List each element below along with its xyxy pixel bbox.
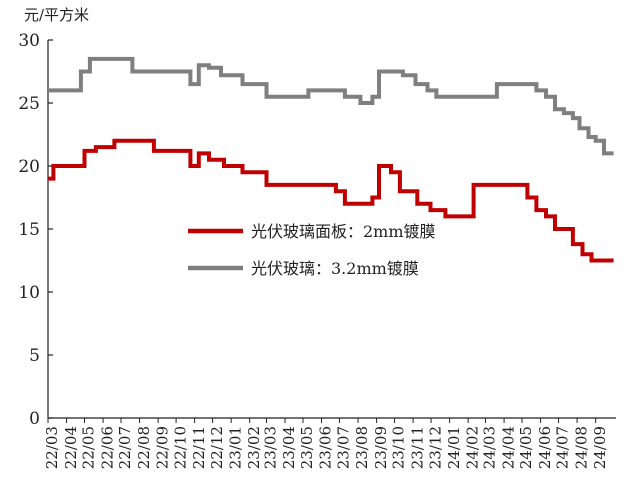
x-tick-label: 23/05 [298, 426, 316, 469]
x-tick-label: 23/02 [245, 426, 263, 469]
y-tick-label: 5 [29, 346, 40, 366]
x-tick-label: 24/02 [463, 426, 481, 469]
x-tick-label: 22/06 [98, 426, 116, 469]
y-tick-label: 20 [18, 157, 40, 177]
x-tick-label: 24/08 [572, 426, 590, 469]
x-tick-label: 23/11 [408, 426, 426, 469]
x-tick-label: 22/11 [190, 426, 208, 469]
series-line-0 [48, 138, 614, 263]
x-tick-label: 24/05 [517, 426, 535, 469]
x-tick-label: 23/10 [390, 426, 408, 469]
x-tick-label: 23/01 [226, 426, 244, 469]
series-line-1 [48, 56, 614, 156]
y-tick-label: 15 [18, 220, 40, 240]
x-tick-label: 22/08 [135, 426, 153, 469]
x-tick-label: 24/03 [481, 426, 499, 469]
x-tick-label: 23/04 [280, 426, 298, 469]
y-tick-label: 10 [18, 283, 40, 303]
x-tick-label: 24/01 [445, 426, 463, 469]
legend-label-1: 光伏玻璃：3.2mm镀膜 [251, 259, 419, 278]
x-tick-label: 22/09 [153, 426, 171, 469]
series-layer [48, 56, 614, 263]
x-tick-label: 24/06 [536, 426, 554, 469]
x-tick-label: 23/08 [353, 426, 371, 469]
x-tick-label: 22/07 [116, 426, 134, 469]
legend-label-0: 光伏玻璃面板：2mm镀膜 [251, 222, 436, 241]
x-tick-label: 23/03 [262, 426, 280, 469]
y-tick-label: 0 [29, 409, 40, 429]
x-tick-label: 22/10 [171, 426, 189, 469]
x-tick-label: 22/05 [80, 426, 98, 469]
x-tick-label: 22/04 [62, 426, 80, 469]
y-tick-label: 30 [18, 31, 40, 51]
x-tick-label: 23/09 [372, 426, 390, 469]
x-tick-label: 23/06 [317, 426, 335, 469]
x-tick-label: 23/12 [426, 426, 444, 469]
x-tick-label: 22/12 [208, 426, 226, 469]
x-tick-label: 24/04 [499, 426, 517, 469]
x-tick-label: 22/03 [43, 426, 61, 469]
y-axis: 0 5 10 15 20 25 30 [18, 31, 53, 429]
y-tick-label: 25 [18, 94, 40, 114]
x-tick-label: 24/09 [591, 426, 609, 469]
x-tick-label: 23/07 [335, 426, 353, 469]
x-axis: 22/03 22/04 22/05 22/06 22/07 22/08 22/09 22/10… [43, 417, 616, 469]
x-tick-label: 24/07 [554, 426, 572, 469]
y-unit-label: 元/平方米 [24, 6, 89, 24]
